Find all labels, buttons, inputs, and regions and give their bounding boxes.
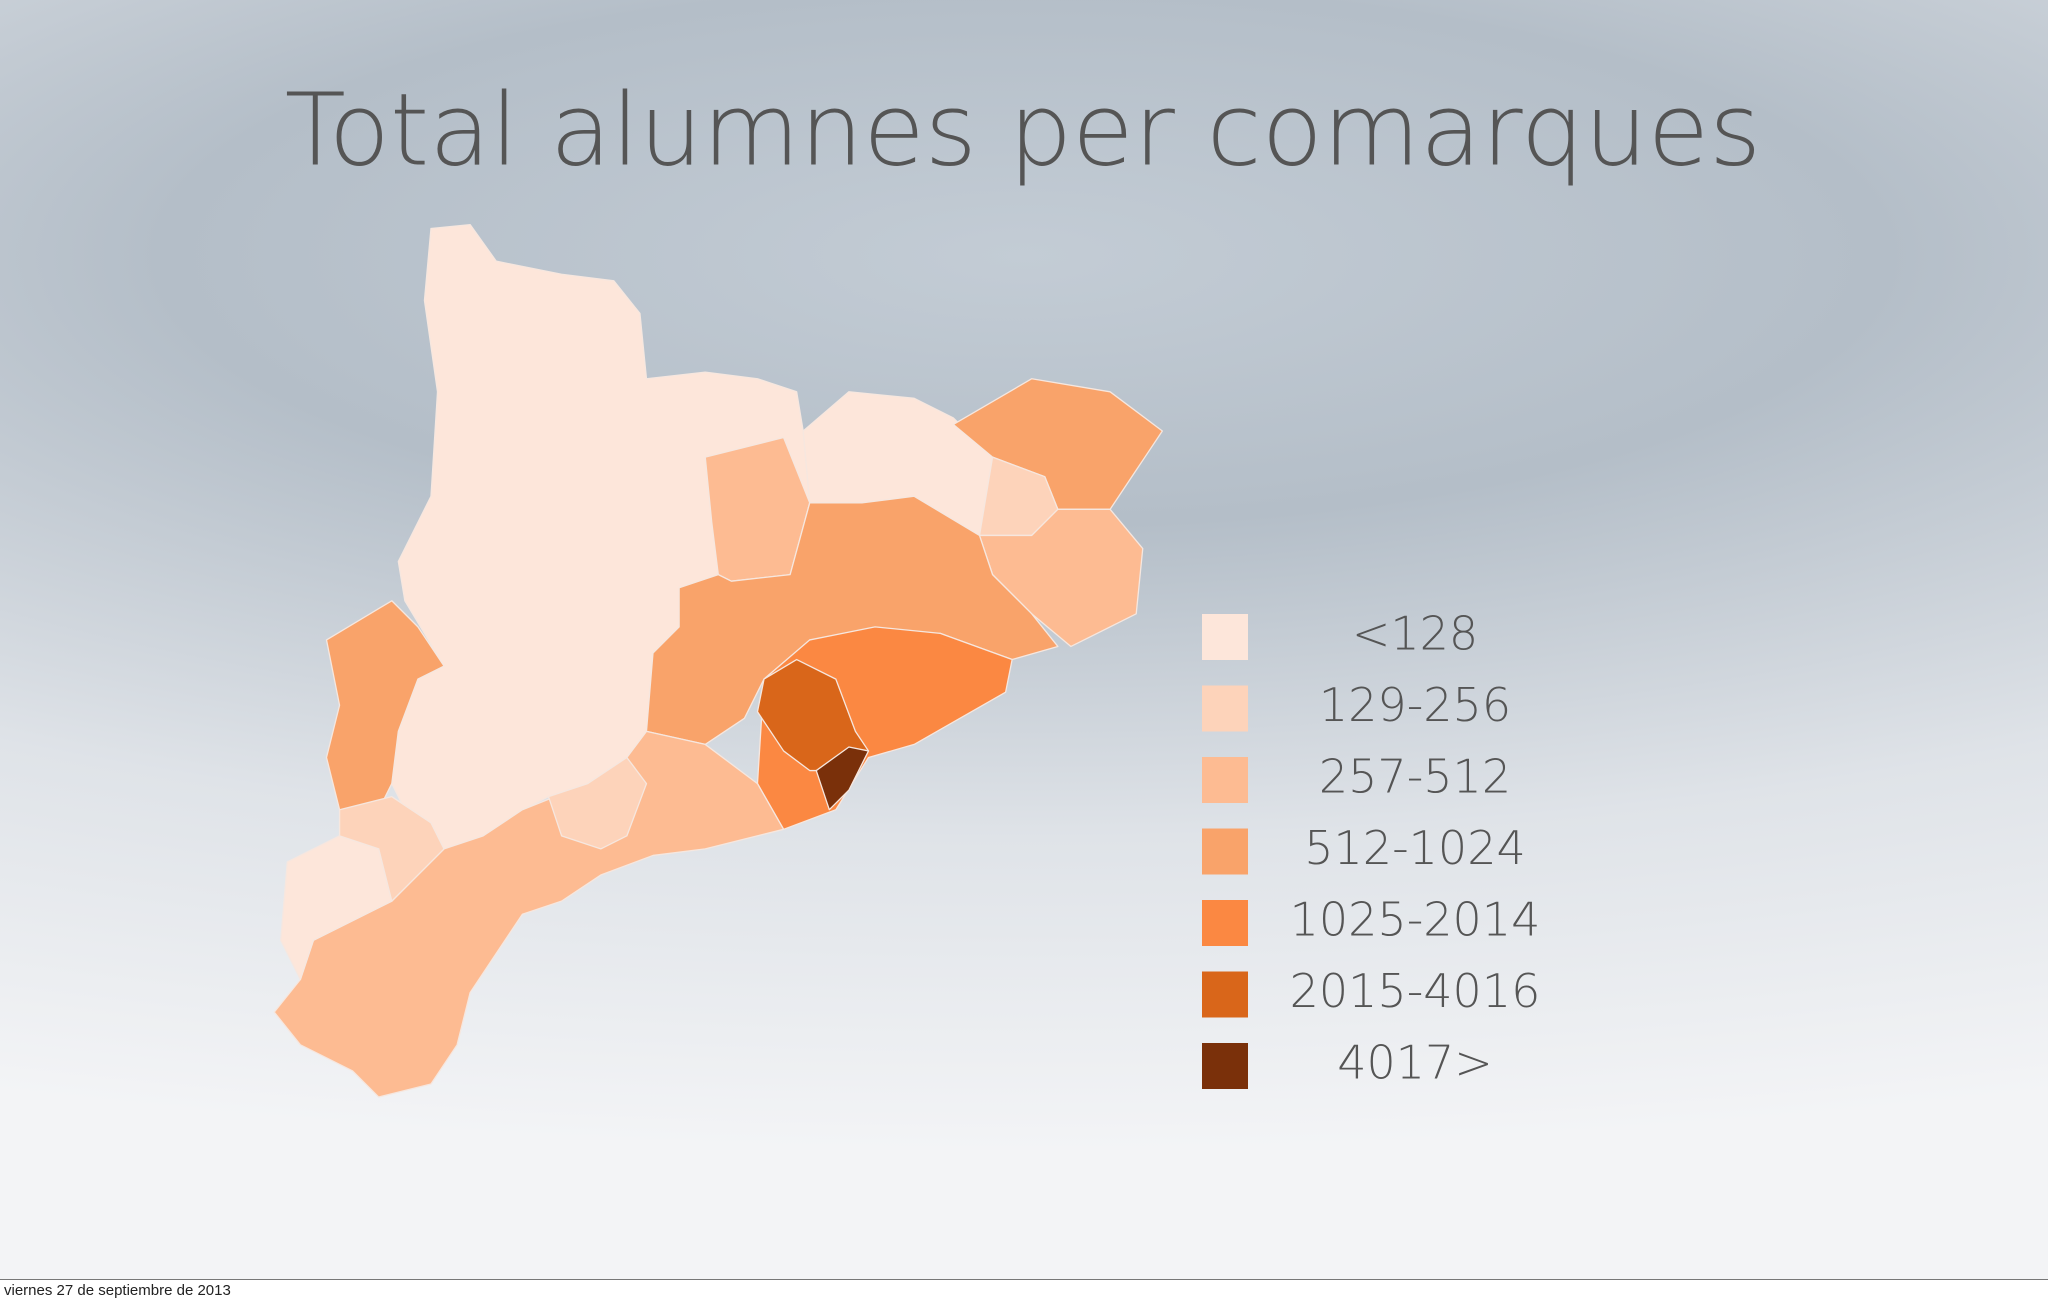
legend-label: 512-1024: [1304, 821, 1525, 875]
legend-swatch: [1202, 685, 1248, 732]
legend-swatch: [1202, 900, 1248, 946]
legend-swatch: [1202, 614, 1248, 660]
legend-label: 257-512: [1319, 750, 1511, 804]
legend-label: 2015-4016: [1290, 964, 1541, 1018]
region: [273, 730, 785, 1098]
legend: <128 129-256 257-512 512-1024 1025-2014 2015-…: [1202, 607, 1540, 1090]
footer-date: viernes 27 de septiembre de 2013: [4, 1282, 231, 1299]
region: [338, 796, 445, 902]
slide-title: Total alumnes per comarques: [285, 71, 1762, 188]
region: [547, 756, 648, 850]
legend-swatch: [1202, 971, 1248, 1018]
legend-swatch: [1202, 828, 1248, 875]
legend-label: <128: [1352, 607, 1478, 661]
legend-label: 1025-2014: [1290, 893, 1541, 947]
legend-swatch: [1202, 757, 1248, 803]
map: [273, 223, 1163, 1098]
legend-label: 129-256: [1319, 678, 1511, 732]
region: [325, 600, 445, 811]
legend-label: 4017>: [1337, 1036, 1493, 1090]
region: [815, 746, 870, 811]
legend-swatch: [1202, 1043, 1248, 1089]
